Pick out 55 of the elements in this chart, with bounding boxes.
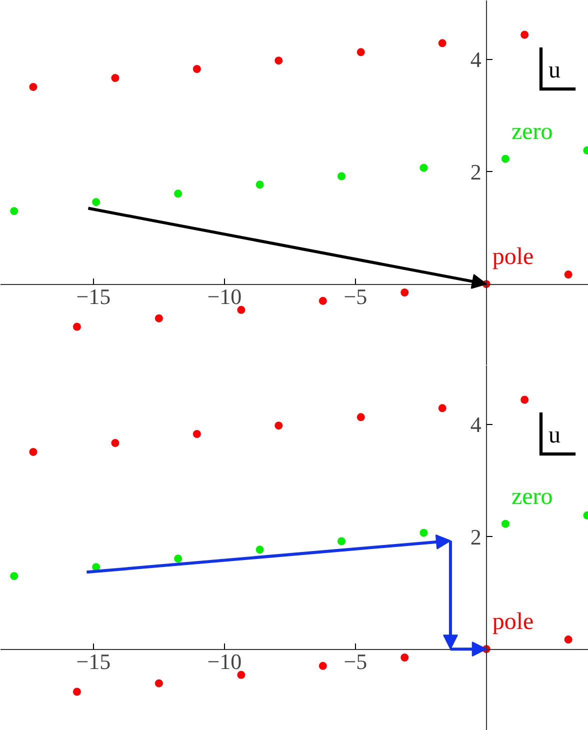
point — [420, 164, 428, 172]
point — [400, 288, 409, 296]
point — [520, 396, 529, 404]
x-tick-label: −5 — [344, 284, 368, 310]
point — [154, 679, 163, 688]
point — [318, 296, 327, 305]
point — [356, 413, 365, 422]
point — [192, 65, 201, 73]
point — [438, 39, 446, 48]
point — [72, 688, 81, 696]
point — [192, 430, 201, 438]
point — [564, 636, 572, 644]
point — [29, 82, 38, 91]
point — [174, 190, 182, 198]
point — [256, 546, 264, 554]
point — [237, 670, 246, 679]
annotation: u — [548, 58, 560, 84]
point — [501, 520, 510, 528]
series-label: zero — [511, 118, 553, 145]
x-tick-label: −10 — [207, 649, 242, 674]
point — [564, 270, 572, 279]
series-label: pole — [492, 609, 534, 636]
point — [400, 654, 409, 662]
point — [438, 404, 446, 412]
x-tick-label: −10 — [207, 284, 242, 310]
point — [520, 30, 529, 39]
x-tick-label: −5 — [344, 649, 368, 674]
point — [356, 48, 365, 56]
point — [29, 448, 38, 456]
y-tick-label: 2 — [470, 524, 482, 550]
point — [10, 572, 18, 580]
point — [237, 306, 246, 314]
point — [501, 154, 510, 163]
point — [10, 207, 18, 216]
point — [274, 56, 283, 65]
point — [154, 314, 163, 322]
x-tick-label: −15 — [76, 284, 111, 310]
point — [92, 198, 100, 206]
series-label: pole — [492, 244, 534, 270]
y-tick-label: 4 — [470, 412, 482, 437]
point — [420, 528, 428, 537]
point — [338, 537, 346, 546]
point — [256, 180, 264, 189]
point — [318, 662, 327, 670]
point — [274, 422, 283, 430]
point — [338, 172, 346, 180]
point — [174, 554, 182, 563]
point — [111, 74, 120, 82]
point — [72, 322, 81, 331]
x-tick-label: −15 — [76, 649, 111, 674]
point — [111, 439, 120, 447]
series-label: zero — [511, 484, 553, 510]
annotation: u — [548, 422, 560, 448]
y-tick-label: 2 — [470, 159, 482, 184]
y-tick-label: 4 — [470, 46, 482, 72]
